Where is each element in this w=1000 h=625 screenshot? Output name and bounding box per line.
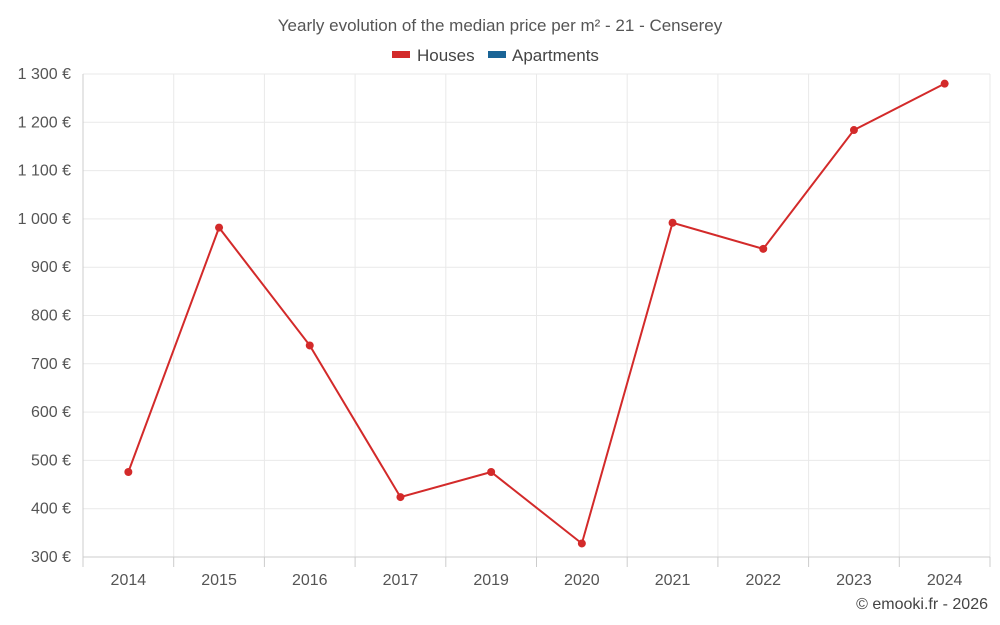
legend-label-apartments[interactable]: Apartments [512, 46, 599, 65]
data-point-houses[interactable] [577, 539, 586, 548]
x-tick-label: 2021 [655, 572, 691, 589]
y-tick-label: 500 € [31, 452, 71, 469]
data-point-houses[interactable] [396, 493, 405, 502]
y-tick-label: 400 € [31, 501, 71, 518]
x-tick-label: 2022 [745, 572, 781, 589]
y-axis-ticks: 300 € 400 € 500 € 600 € 700 € 800 € 900 € 1 000… [18, 66, 71, 566]
y-tick-label: 900 € [31, 259, 71, 276]
data-point-houses[interactable] [215, 223, 224, 232]
x-tick-label: 2019 [473, 572, 509, 589]
data-point-houses[interactable] [487, 467, 496, 476]
legend-swatch-apartments [488, 51, 506, 58]
legend-label-houses[interactable]: Houses [417, 46, 475, 65]
chart-title: Yearly evolution of the median price per… [278, 16, 723, 35]
y-tick-label: 300 € [31, 549, 71, 566]
x-tick-label: 2017 [383, 572, 419, 589]
x-tick-label: 2024 [927, 572, 963, 589]
y-tick-label: 1 200 € [18, 114, 71, 131]
data-point-houses[interactable] [940, 79, 949, 88]
data-point-houses[interactable] [759, 244, 768, 253]
legend: Houses Apartments [392, 46, 599, 65]
legend-swatch-houses [392, 51, 410, 58]
x-tick-label: 2023 [836, 572, 872, 589]
y-tick-label: 1 100 € [18, 163, 71, 180]
data-point-houses[interactable] [124, 467, 133, 476]
y-tick-label: 1 000 € [18, 211, 71, 228]
series-line-houses [127, 82, 946, 546]
x-axis-ticks: 2014 2015 2016 2017 2019 2020 2021 2022 2023 2024 [82, 557, 991, 589]
y-tick-label: 700 € [31, 356, 71, 373]
y-tick-label: 1 300 € [18, 66, 71, 83]
x-tick-label: 2016 [292, 572, 328, 589]
y-tick-label: 800 € [31, 308, 71, 325]
x-tick-label: 2020 [564, 572, 600, 589]
x-tick-label: 2015 [201, 572, 237, 589]
data-point-houses[interactable] [668, 218, 677, 227]
x-tick-label: 2014 [111, 572, 147, 589]
credit-text: © emooki.fr - 2026 [856, 596, 988, 613]
data-point-houses[interactable] [305, 341, 314, 350]
data-point-houses[interactable] [849, 126, 858, 135]
y-tick-label: 600 € [31, 404, 71, 421]
grid [83, 73, 991, 557]
series [124, 79, 949, 548]
